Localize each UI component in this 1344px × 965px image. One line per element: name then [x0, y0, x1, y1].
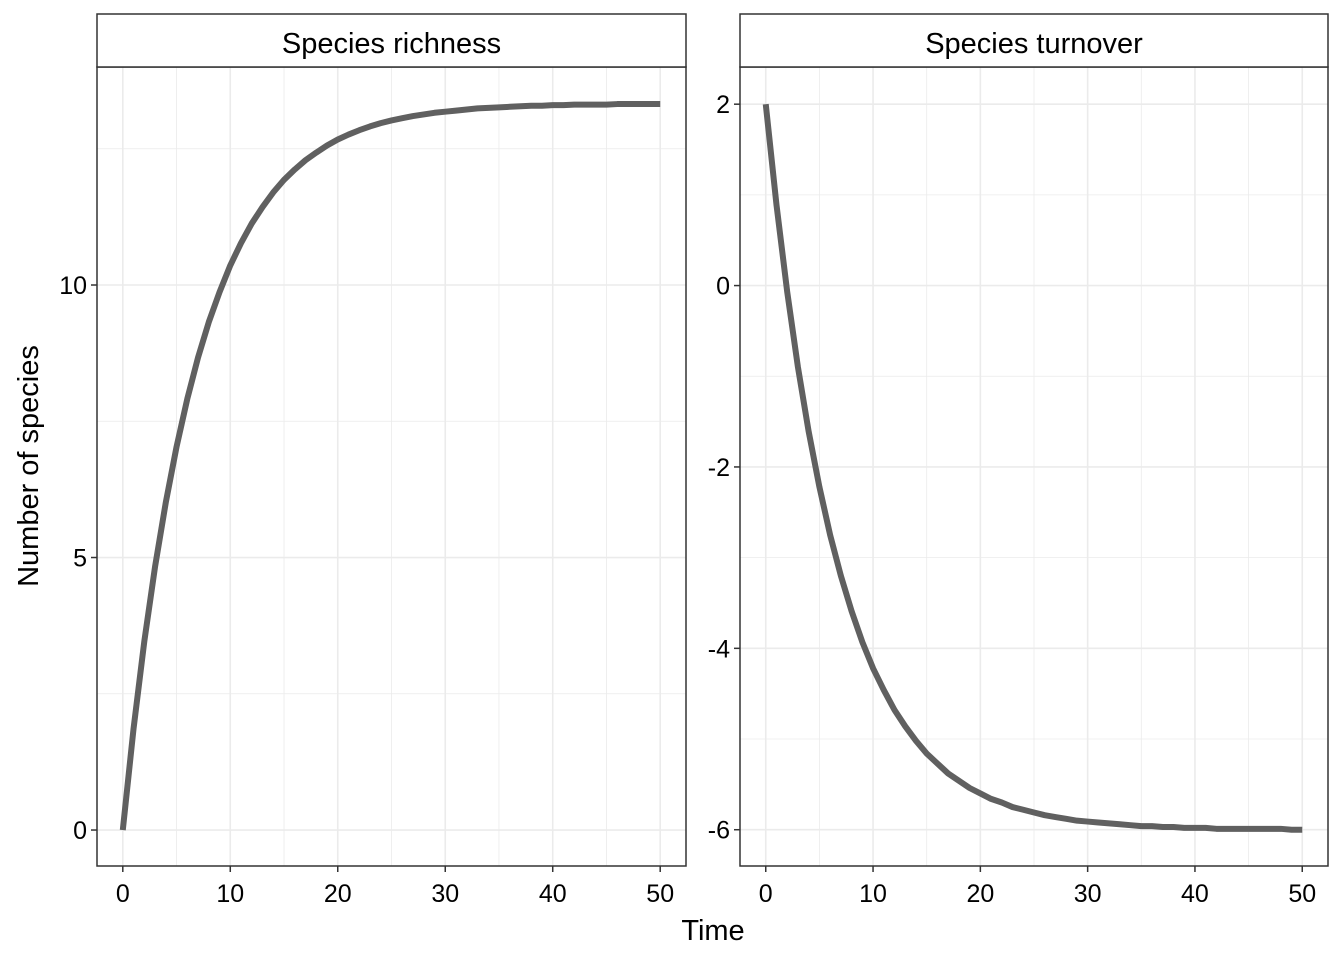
y-tick-label: 0 — [716, 273, 730, 301]
x-tick-label: 20 — [324, 880, 352, 908]
panel-1: Species turnover 0 10 20 30 40 50 -6 -4 -2 0 2 — [708, 13, 1329, 908]
x-tick-label: 50 — [646, 880, 674, 908]
y-tick-label: 10 — [59, 272, 87, 300]
x-tick-label: 10 — [216, 880, 244, 908]
x-tick-label: 50 — [1288, 880, 1316, 908]
x-tick-label: 0 — [759, 880, 773, 908]
facet-strip — [739, 13, 1329, 68]
facet-title: Species turnover — [925, 28, 1143, 60]
y-tick-label: 5 — [73, 545, 87, 573]
y-tick-label: -4 — [708, 635, 730, 663]
x-tick-label: 30 — [431, 880, 459, 908]
y-tick-label: -6 — [708, 817, 730, 845]
x-tick-label: 10 — [859, 880, 887, 908]
x-tick-label: 20 — [966, 880, 994, 908]
y-tick-label: 2 — [716, 91, 730, 119]
y-tick-label: -2 — [708, 454, 730, 482]
y-axis-label: Number of species — [13, 345, 45, 587]
x-tick-label: 30 — [1074, 880, 1102, 908]
x-tick-label: 40 — [539, 880, 567, 908]
panel-0: Species richness 0 10 20 30 40 50 0 5 10 — [59, 13, 687, 908]
facet-title: Species richness — [282, 28, 501, 60]
x-tick-label: 40 — [1181, 880, 1209, 908]
series-line — [762, 103, 1303, 833]
series-line — [119, 101, 661, 831]
y-tick-label: 0 — [73, 817, 87, 845]
facet-strip — [96, 13, 687, 68]
x-tick-label: 0 — [116, 880, 130, 908]
x-axis-label: Time — [681, 915, 744, 947]
